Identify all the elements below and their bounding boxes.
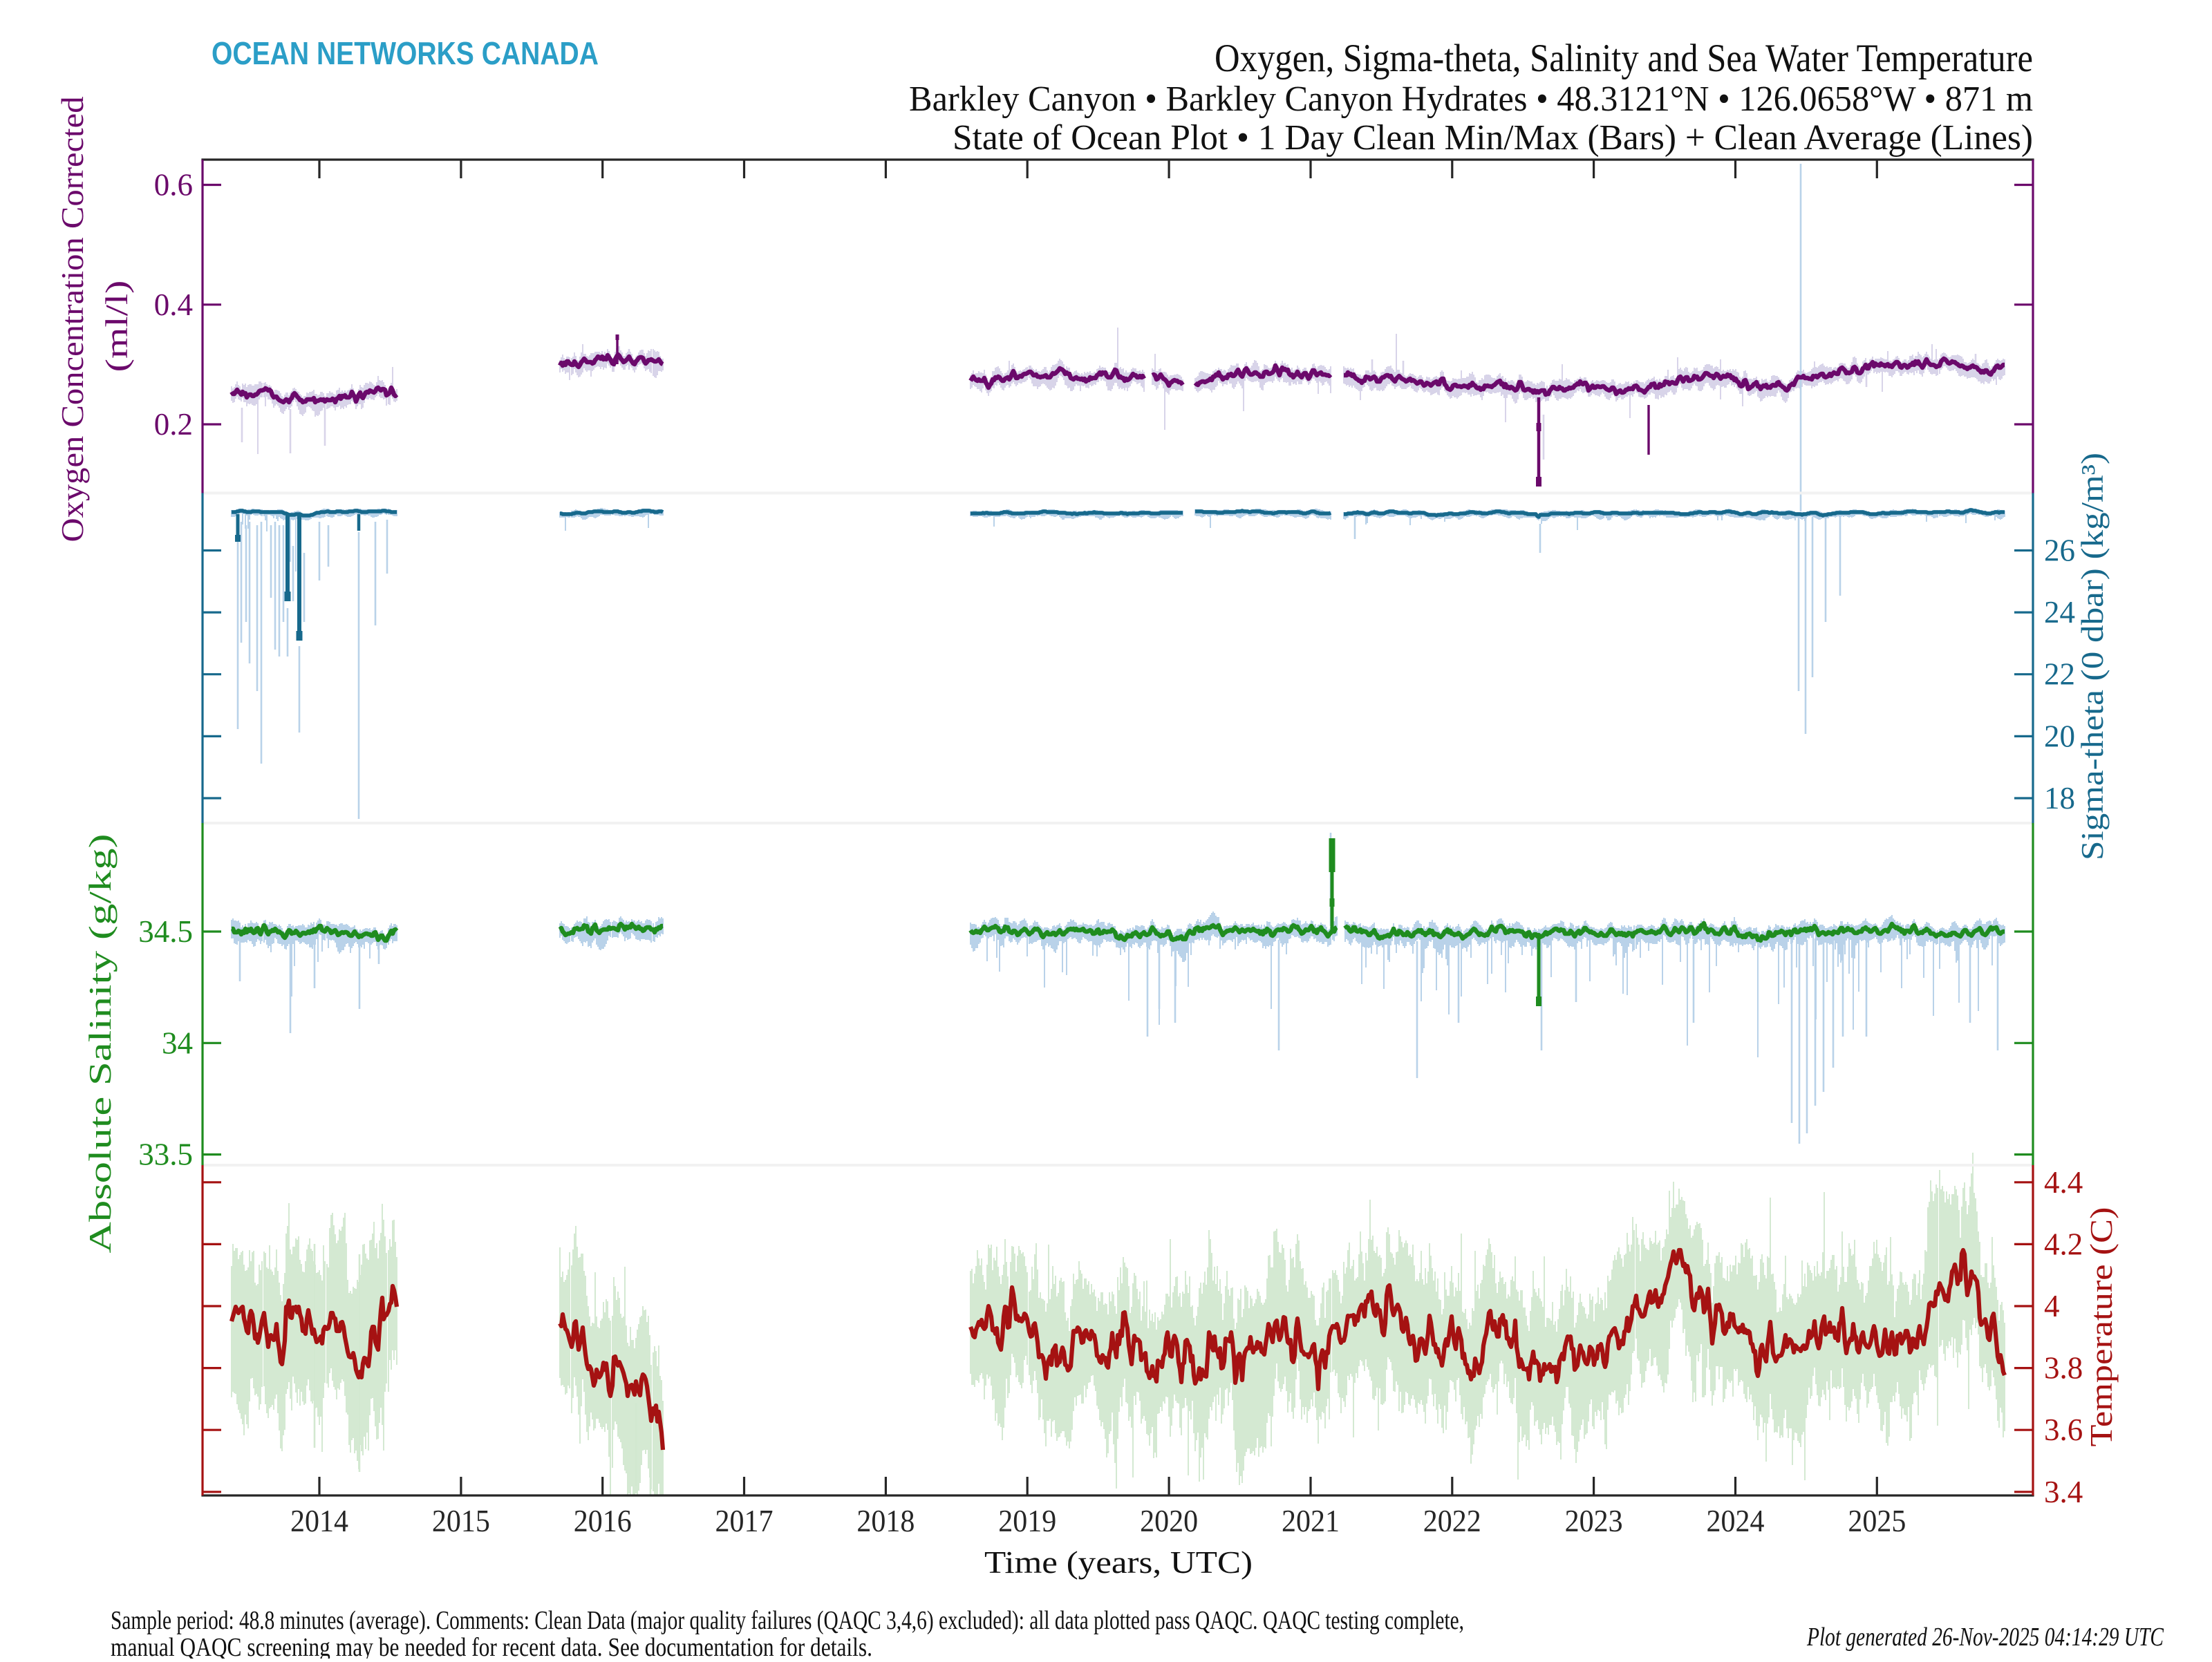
svg-text:0.4: 0.4 [154,287,193,322]
svg-text:2018: 2018 [856,1504,915,1538]
svg-text:2022: 2022 [1423,1504,1481,1538]
svg-text:3.8: 3.8 [2044,1351,2083,1386]
svg-text:2014: 2014 [290,1504,348,1538]
svg-text:OCEAN NETWORKS CANADA: OCEAN NETWORKS CANADA [212,35,599,71]
svg-text:24: 24 [2044,595,2075,630]
svg-text:4: 4 [2044,1289,2060,1323]
svg-text:Absolute Salinity (g/kg): Absolute Salinity (g/kg) [82,834,118,1254]
svg-text:34.5: 34.5 [138,914,193,949]
svg-text:Oxygen, Sigma-theta, Salinity: Oxygen, Sigma-theta, Salinity and Sea Wa… [1215,37,2033,80]
svg-text:2025: 2025 [1848,1504,1906,1538]
svg-text:33.5: 33.5 [138,1137,193,1172]
svg-text:22: 22 [2044,657,2075,692]
svg-text:2020: 2020 [1140,1504,1198,1538]
svg-text:Plot generated 26-Nov-2025 04:: Plot generated 26-Nov-2025 04:14:29 UTC [1806,1623,2164,1652]
svg-text:2016: 2016 [574,1504,632,1538]
svg-text:Oxygen Concentration Corrected: Oxygen Concentration Corrected [55,97,90,542]
svg-text:Sigma-theta (0 dbar) (kg/m³): Sigma-theta (0 dbar) (kg/m³) [2074,453,2110,860]
svg-text:18: 18 [2044,781,2075,815]
svg-text:34: 34 [162,1026,193,1060]
svg-text:Barkley Canyon • Barkley Canyo: Barkley Canyon • Barkley Canyon Hydrates… [909,79,2033,119]
svg-text:manual QAQC screening may be n: manual QAQC screening may be needed for … [111,1633,872,1659]
svg-text:2017: 2017 [715,1504,774,1538]
svg-text:Temperature (C): Temperature (C) [2083,1207,2119,1447]
svg-text:2021: 2021 [1282,1504,1340,1538]
svg-text:2024: 2024 [1707,1504,1765,1538]
svg-text:2019: 2019 [998,1504,1056,1538]
svg-text:20: 20 [2044,719,2075,753]
svg-text:2015: 2015 [432,1504,490,1538]
svg-text:3.6: 3.6 [2044,1413,2083,1447]
svg-text:3.4: 3.4 [2044,1475,2083,1509]
svg-text:26: 26 [2044,533,2075,568]
svg-text:(ml/l): (ml/l) [99,281,134,372]
svg-text:4.4: 4.4 [2044,1165,2083,1200]
svg-text:2023: 2023 [1565,1504,1623,1538]
svg-text:0.6: 0.6 [154,168,193,202]
svg-text:4.2: 4.2 [2044,1227,2083,1261]
svg-text:0.2: 0.2 [154,407,193,442]
svg-text:State of Ocean Plot • 1 Day Cl: State of Ocean Plot • 1 Day Clean Min/Ma… [953,118,2033,158]
svg-text:Time (years, UTC): Time (years, UTC) [984,1545,1253,1580]
svg-text:Sample period: 48.8 minutes (a: Sample period: 48.8 minutes (average). C… [111,1606,1464,1635]
